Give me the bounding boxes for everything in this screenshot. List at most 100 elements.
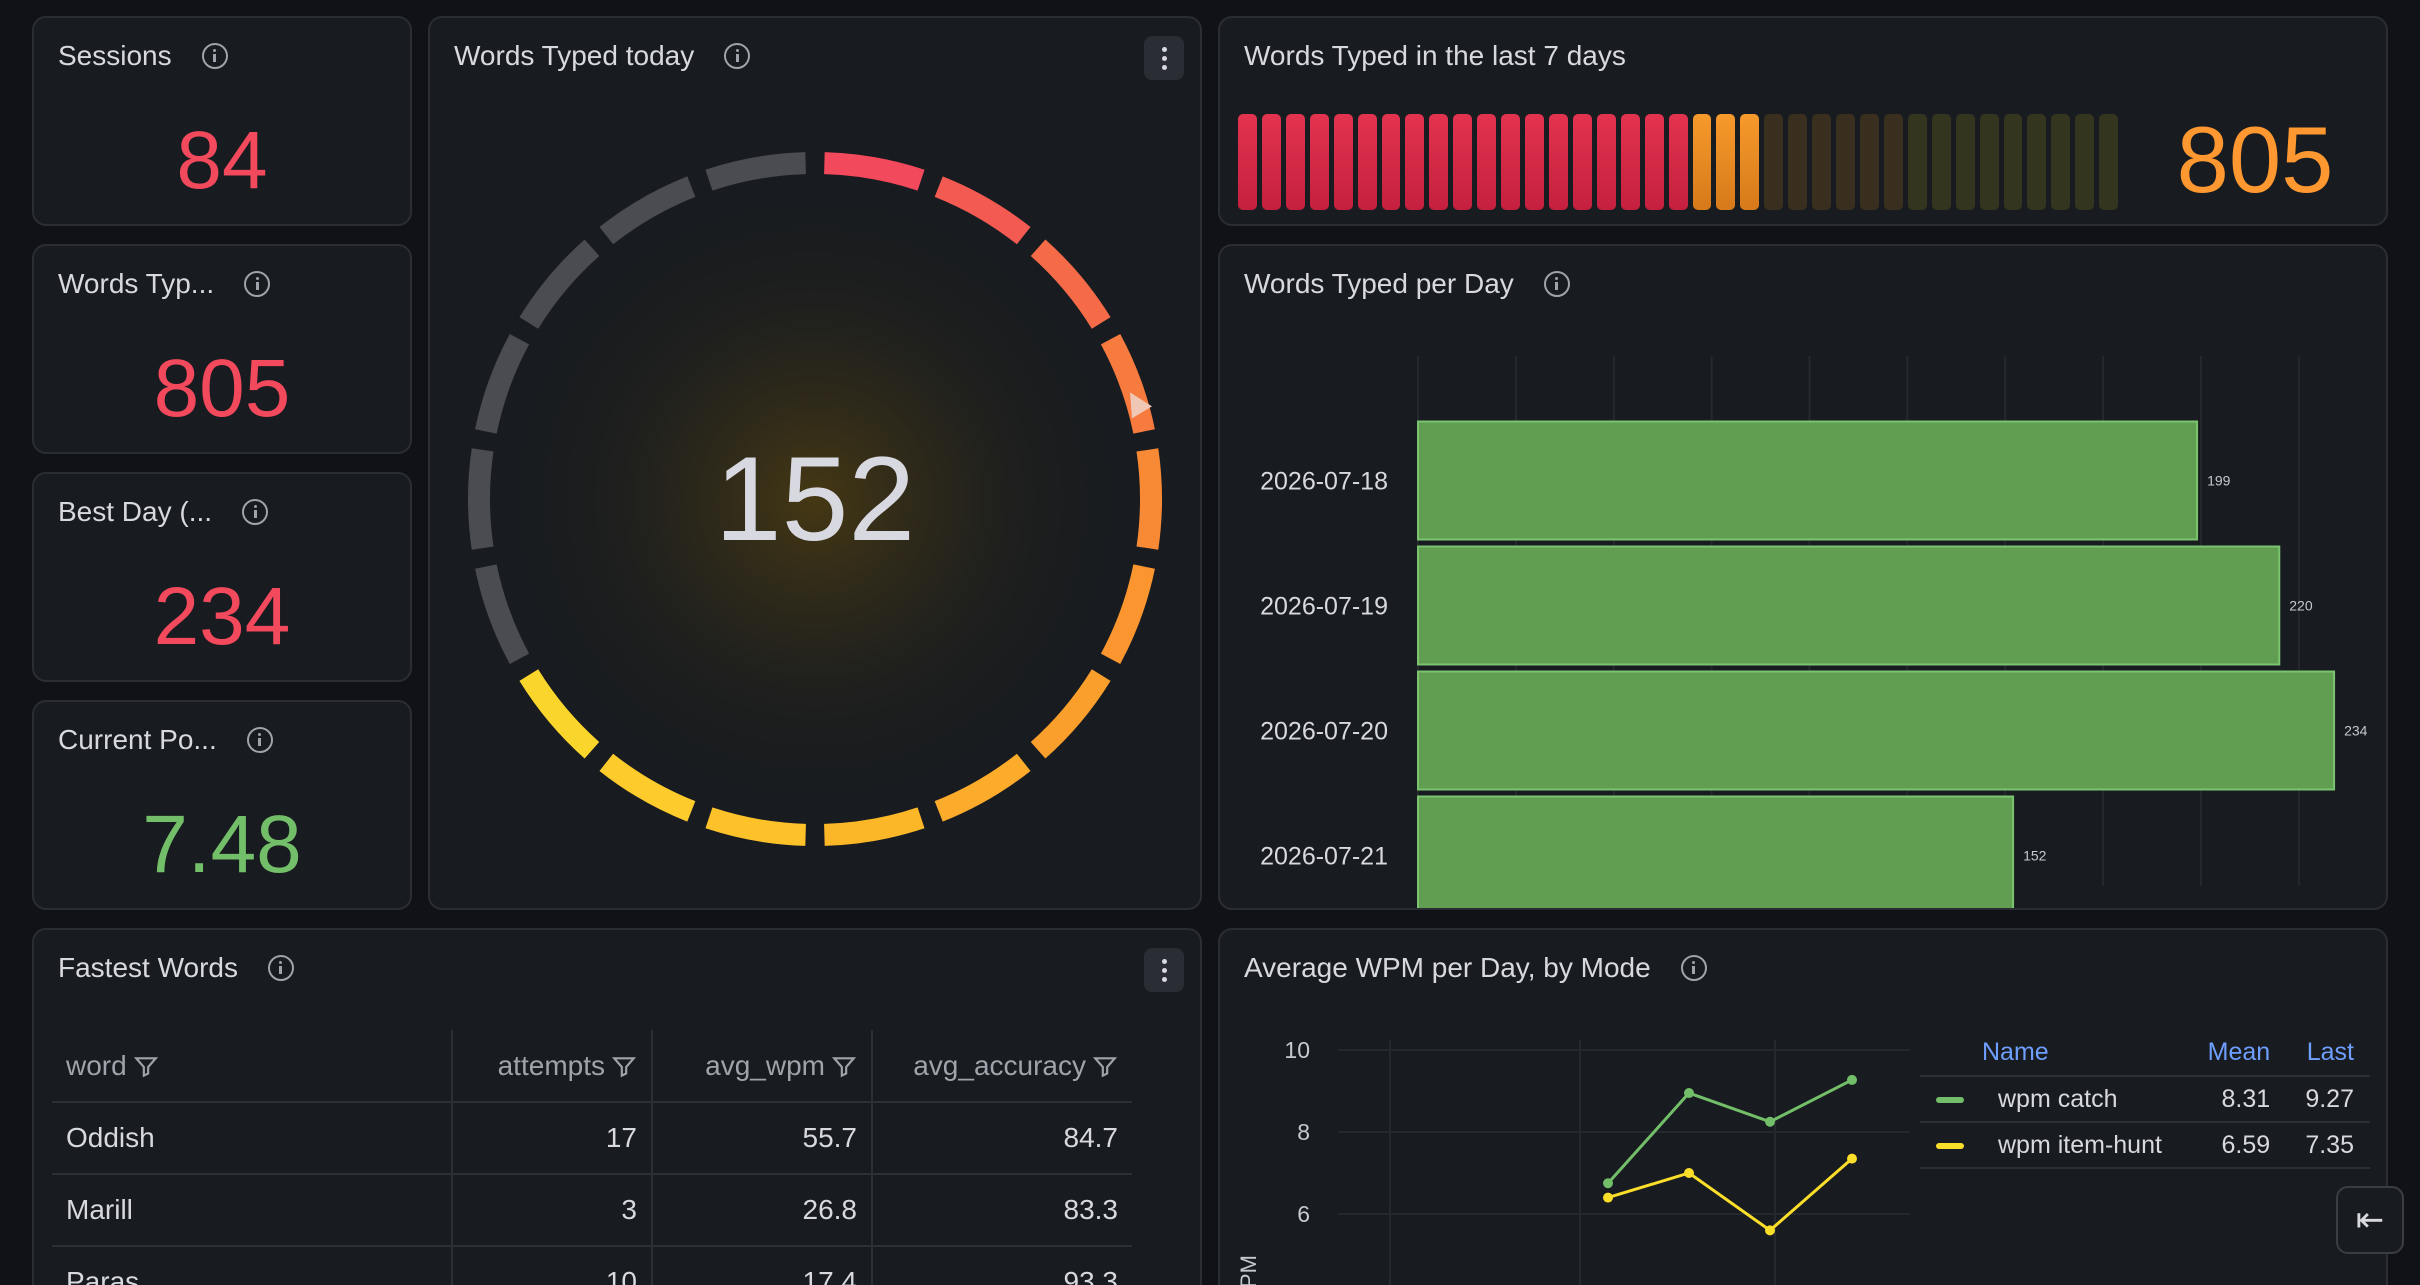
- gauge-panel: Words Typed today 152: [428, 16, 1202, 910]
- bar-gauge-cell: [2099, 114, 2119, 210]
- column-header-avg-wpm[interactable]: avg_wpm: [651, 1030, 872, 1103]
- bar-gauge-cell: [2027, 114, 2047, 210]
- cell-attempts: 10: [451, 1246, 652, 1285]
- gauge-segment: [934, 753, 1031, 822]
- collapse-sidebar-button[interactable]: ⇤: [2336, 1186, 2404, 1254]
- bar-gauge-cell: [1620, 114, 1640, 210]
- cell-avg-wpm: 55.7: [651, 1102, 872, 1175]
- gauge-glow: [485, 169, 1145, 829]
- panel-menu-button[interactable]: [1144, 36, 1184, 80]
- x-tick-label: 150: [1985, 909, 2025, 910]
- per-day-panel: Words Typed per Day 0 25 50 75 100 125 150 175 2…: [1218, 244, 2388, 910]
- gauge-segment: [705, 152, 807, 191]
- table-header-row: word attempts avg_wpm avg_accuracy: [52, 1030, 1132, 1103]
- gauge-marker: [1129, 392, 1152, 419]
- y-tick-label: 2026-07-19: [1260, 593, 1388, 621]
- info-icon[interactable]: [1680, 955, 1707, 981]
- filter-icon[interactable]: [1092, 1054, 1118, 1080]
- collapse-icon: ⇤: [2355, 1201, 2385, 1239]
- legend-header-mean[interactable]: Mean: [2187, 1030, 2287, 1077]
- cell-avg-wpm: 26.8: [651, 1174, 872, 1247]
- data-point[interactable]: [1684, 1168, 1694, 1178]
- info-icon[interactable]: [724, 43, 751, 69]
- gauge-segment: [599, 176, 696, 245]
- gauge-segment: [1030, 669, 1111, 759]
- cell-attempts: 17: [451, 1102, 652, 1175]
- info-icon[interactable]: [1543, 271, 1570, 297]
- cell-avg-accuracy: 83.3: [871, 1174, 1132, 1247]
- per-day-chart: 0 25 50 75 100 125 150 175 200 225 2026-07-18 199 20…: [1260, 356, 2368, 910]
- series-name: wpm item-hunt: [1998, 1130, 2162, 1159]
- y-tick-label: 10: [1284, 1037, 1310, 1063]
- filter-icon[interactable]: [611, 1054, 637, 1080]
- bar: [1417, 545, 2281, 666]
- info-icon[interactable]: [242, 499, 269, 525]
- panel-title: Average WPM per Day, by Mode: [1244, 952, 1651, 983]
- bar-gauge-cell: [1812, 114, 1832, 210]
- cell-word: Oddish: [52, 1102, 452, 1175]
- bar-gauge-cell: [1907, 114, 1927, 210]
- data-point[interactable]: [1847, 1074, 1857, 1085]
- bar-gauge-cell: [1596, 114, 1616, 210]
- y-tick-label: 6: [1297, 1201, 1310, 1227]
- table-row[interactable]: Marill 3 26.8 83.3: [52, 1174, 1132, 1247]
- legend-row[interactable]: wpm catch 8.31 9.27: [1920, 1076, 2370, 1123]
- series-mean: 8.31: [2187, 1076, 2287, 1123]
- data-point[interactable]: [1765, 1116, 1775, 1127]
- column-header-attempts[interactable]: attempts: [451, 1030, 652, 1103]
- info-icon[interactable]: [201, 43, 228, 69]
- gauge-segment: [934, 176, 1031, 245]
- column-header-avg-accuracy[interactable]: avg_accuracy: [871, 1030, 1132, 1103]
- table-row[interactable]: Oddish 17 55.7 84.7: [52, 1102, 1132, 1175]
- stat-panel-best-day: Best Day (... 234: [32, 472, 412, 682]
- legend-header-name[interactable]: Name: [1920, 1030, 2188, 1077]
- gauge-segment: [1136, 448, 1162, 550]
- x-tick-label: 25: [1503, 909, 1530, 910]
- bar-gauge-cell: [1644, 114, 1664, 210]
- data-point[interactable]: [1847, 1153, 1857, 1164]
- info-icon[interactable]: [246, 727, 273, 753]
- cell-avg-accuracy: 84.7: [871, 1102, 1132, 1175]
- info-icon[interactable]: [244, 271, 271, 297]
- bar-gauge-cell: [2003, 114, 2023, 210]
- bar-gauge-cell: [1572, 114, 1592, 210]
- stat-panel-current-pace: Current Po... 7.48: [32, 700, 412, 910]
- bar: [1417, 420, 2199, 541]
- series-line: [1606, 1078, 1853, 1185]
- bar-gauge-cell: [1525, 114, 1544, 210]
- bar-gauge-cell: [1764, 114, 1784, 210]
- gauge-ring: [468, 152, 1162, 846]
- filter-icon[interactable]: [831, 1054, 857, 1080]
- gauge-segment: [599, 753, 696, 822]
- bar-gauge-cell: [1836, 114, 1855, 210]
- bar-gauge-cell: [2051, 114, 2071, 210]
- wpm-panel: Average WPM per Day, by Mode 10 8 6 WPM Nam…: [1218, 928, 2388, 1285]
- bar-gauge-cell: [1429, 114, 1449, 210]
- filter-icon[interactable]: [133, 1054, 159, 1080]
- gauge-segment: [705, 807, 807, 846]
- legend-header-last[interactable]: Last: [2286, 1030, 2370, 1077]
- stat-value: 7.48: [142, 799, 302, 890]
- legend-row[interactable]: wpm item-hunt 6.59 7.35: [1920, 1122, 2370, 1169]
- gauge-segment: [519, 239, 600, 329]
- data-point[interactable]: [1603, 1192, 1613, 1203]
- data-point[interactable]: [1603, 1178, 1613, 1189]
- info-icon[interactable]: [267, 955, 294, 981]
- gauge-segment: [1030, 239, 1111, 329]
- series-swatch: [1936, 1096, 1964, 1103]
- bar-gauge-cell: [1238, 114, 1257, 210]
- panel-title: Words Typed today: [454, 40, 695, 71]
- bar-gauge-cell: [1692, 114, 1712, 210]
- panel-menu-button[interactable]: [1144, 948, 1184, 992]
- column-header-word[interactable]: word: [52, 1030, 452, 1103]
- week-panel: Words Typed in the last 7 days 805: [1218, 16, 2388, 226]
- table-row[interactable]: Paras 10 17.4 93.3: [52, 1246, 1132, 1285]
- panel-title: Best Day (...: [58, 496, 213, 527]
- cell-avg-wpm: 17.4: [651, 1246, 872, 1285]
- cell-attempts: 3: [451, 1174, 652, 1247]
- bar-gauge-cell: [1261, 114, 1281, 210]
- data-point[interactable]: [1765, 1225, 1775, 1236]
- series-last: 9.27: [2286, 1076, 2370, 1123]
- gauge-segment: [468, 448, 494, 550]
- data-point[interactable]: [1684, 1088, 1694, 1099]
